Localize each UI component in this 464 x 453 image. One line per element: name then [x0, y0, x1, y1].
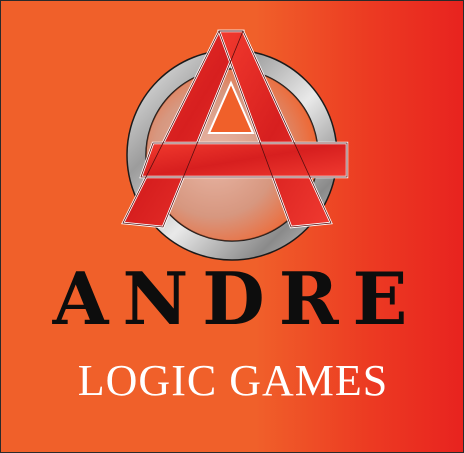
brand-name: ANDRE: [52, 256, 422, 341]
letter-a-ring-icon: [121, 29, 349, 261]
tagline: LOGIC GAMES: [77, 356, 389, 405]
